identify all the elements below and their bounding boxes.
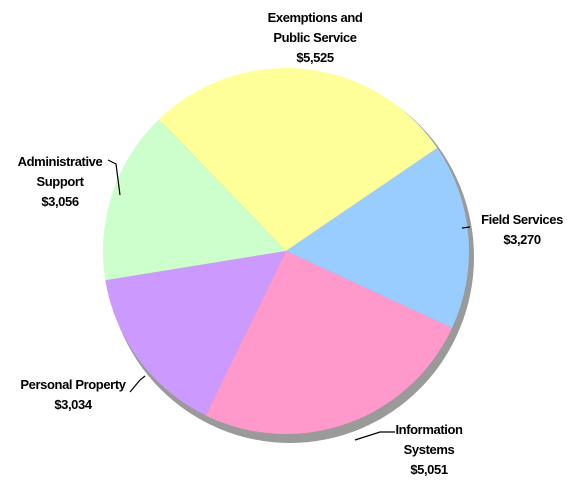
pie-slice <box>205 251 453 434</box>
leader-line <box>129 375 146 393</box>
category-label: Field Services <box>481 212 563 227</box>
pie-slice <box>105 251 287 416</box>
value-label: $3,034 <box>54 397 92 412</box>
pie-slice <box>158 67 438 251</box>
leader-line <box>354 431 395 441</box>
pie-slice <box>102 119 286 281</box>
value-label: $5,525 <box>296 50 334 65</box>
leader-line <box>461 226 471 229</box>
category-label: Personal Property <box>20 377 126 392</box>
pie-slice <box>286 148 470 328</box>
slice-label: Personal Property $3,034 <box>3 375 143 415</box>
slice-label: Information Systems $5,051 <box>385 420 473 480</box>
slices <box>102 67 470 434</box>
slice-label: Field Services $3,270 <box>462 210 567 250</box>
leader-lines <box>107 159 471 441</box>
category-label: Administrative Support <box>17 154 103 189</box>
category-label: Exemptions and Public Service <box>267 10 363 45</box>
slice-label: Exemptions and Public Service $5,525 <box>255 8 375 68</box>
value-label: $5,051 <box>410 462 448 477</box>
leader-line <box>107 159 121 196</box>
category-label: Information Systems <box>395 422 463 457</box>
value-label: $3,056 <box>41 194 79 209</box>
slice-label: Administrative Support $3,056 <box>8 152 112 212</box>
value-label: $3,270 <box>503 232 541 247</box>
